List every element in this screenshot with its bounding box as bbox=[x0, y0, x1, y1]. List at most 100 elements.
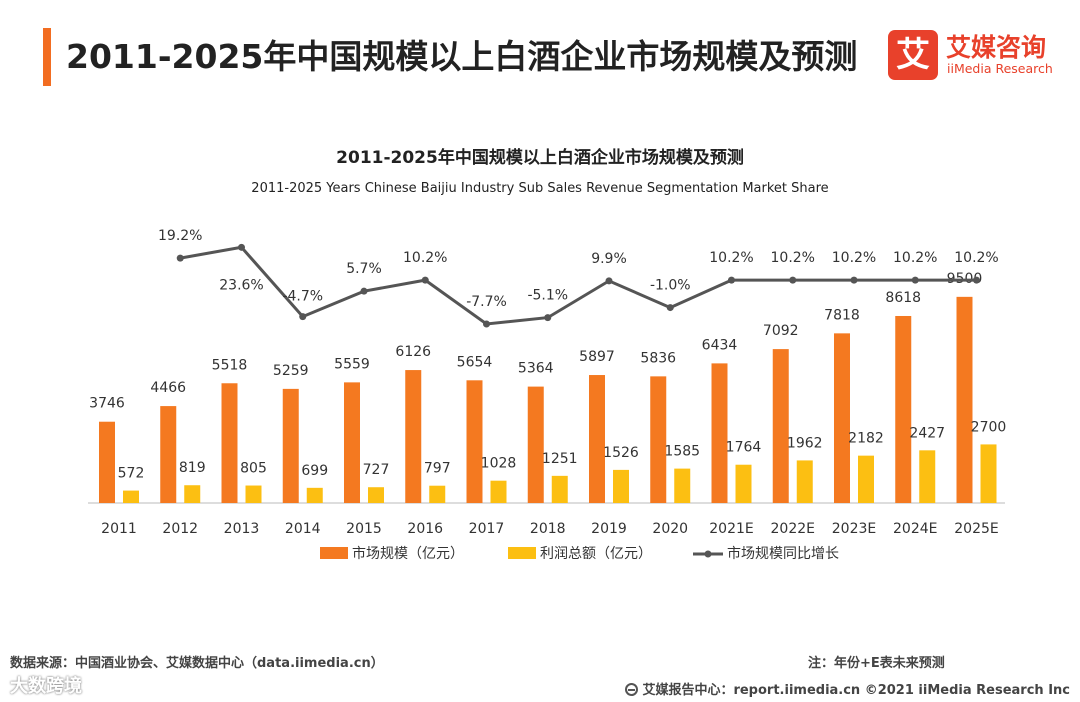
logo-mark: 艾 bbox=[888, 30, 938, 80]
growth-point bbox=[973, 276, 980, 284]
data-label-market-size: 6434 bbox=[702, 337, 738, 353]
x-tick-label: 2013 bbox=[224, 521, 260, 537]
iimedia-logo: 艾 艾媒咨询 iiMedia Research bbox=[888, 30, 1063, 82]
data-label-market-size: 7818 bbox=[824, 307, 860, 323]
legend-label-market-size: 市场规模（亿元） bbox=[352, 545, 464, 562]
chart-title: 2011-2025年中国规模以上白酒企业市场规模及预测 bbox=[336, 147, 744, 168]
bar-profit bbox=[919, 450, 936, 503]
data-label-profit: 1028 bbox=[481, 456, 517, 472]
growth-point bbox=[605, 277, 613, 285]
logo-text-en: iiMedia Research bbox=[947, 61, 1053, 76]
data-label-growth: 10.2% bbox=[403, 250, 447, 266]
data-label-profit: 1962 bbox=[787, 435, 823, 451]
bar-profit bbox=[490, 480, 507, 503]
data-label-market-size: 4466 bbox=[150, 380, 186, 396]
x-tick-label: 2022E bbox=[771, 521, 815, 537]
growth-point bbox=[544, 314, 552, 322]
data-label-growth: 10.2% bbox=[954, 250, 998, 266]
x-tick-label: 2020 bbox=[652, 521, 688, 537]
data-label-growth: -4.7% bbox=[282, 289, 323, 305]
title-accent-bar bbox=[43, 28, 51, 86]
bar-market-size bbox=[711, 363, 728, 503]
growth-point bbox=[299, 313, 307, 321]
data-label-market-size: 5518 bbox=[212, 357, 248, 373]
data-label-market-size: 5897 bbox=[579, 349, 615, 365]
chart-subtitle: 2011-2025 Years Chinese Baijiu Industry … bbox=[251, 181, 828, 196]
footer-copyright: 艾媒报告中心：report.iimedia.cn ©2021 iiMedia R… bbox=[625, 679, 1070, 698]
bar-market-size bbox=[772, 349, 789, 503]
data-source-note: 数据来源：中国酒业协会、艾媒数据中心（data.iimedia.cn） bbox=[10, 656, 384, 671]
growth-line bbox=[179, 245, 977, 326]
x-tick-label: 2019 bbox=[591, 521, 627, 537]
x-tick-label: 2021E bbox=[709, 521, 753, 537]
x-tick-label: 2012 bbox=[162, 521, 198, 537]
growth-point bbox=[238, 243, 245, 251]
legend-swatch-market-size bbox=[320, 547, 348, 559]
data-label-market-size: 3746 bbox=[89, 396, 125, 412]
data-label-growth: 10.2% bbox=[709, 250, 753, 266]
data-label-growth: -7.7% bbox=[466, 294, 507, 310]
growth-point bbox=[421, 276, 429, 284]
forecast-note: 注：年份+E表未来预测 bbox=[808, 656, 945, 671]
bar-profit bbox=[980, 444, 997, 503]
data-label-profit: 1526 bbox=[603, 445, 639, 461]
data-label-growth: 23.6% bbox=[219, 277, 263, 293]
data-label-market-size: 5259 bbox=[273, 363, 309, 379]
growth-point bbox=[360, 287, 368, 295]
x-tick-label: 2018 bbox=[530, 521, 566, 537]
data-label-growth: 10.2% bbox=[771, 250, 815, 266]
data-label-profit: 2182 bbox=[848, 431, 884, 447]
data-label-growth: 9.9% bbox=[591, 251, 627, 267]
bar-profit bbox=[429, 485, 446, 503]
x-tick-label: 2015 bbox=[346, 521, 382, 537]
data-label-profit: 1585 bbox=[664, 444, 700, 460]
watermark: 大数跨境 bbox=[10, 676, 82, 697]
growth-point bbox=[789, 276, 797, 284]
globe-icon bbox=[625, 683, 639, 696]
bar-market-size bbox=[99, 421, 115, 503]
bar-market-size bbox=[466, 380, 483, 503]
data-label-profit: 797 bbox=[424, 461, 451, 477]
data-label-market-size: 5559 bbox=[334, 356, 370, 372]
logo-text-cn: 艾媒咨询 bbox=[946, 33, 1047, 62]
data-label-growth: 19.2% bbox=[158, 228, 202, 244]
x-tick-label: 2024E bbox=[893, 521, 937, 537]
page-title: 2011-2025年中国规模以上白酒企业市场规模及预测 bbox=[66, 37, 858, 76]
legend-swatch-profit bbox=[508, 547, 536, 559]
bar-profit bbox=[306, 487, 323, 503]
bar-profit bbox=[184, 485, 201, 503]
legend-marker-growth bbox=[704, 550, 712, 558]
data-label-market-size: 5364 bbox=[518, 361, 554, 377]
growth-point bbox=[728, 276, 735, 284]
x-tick-label: 2023E bbox=[832, 521, 876, 537]
bar-market-size bbox=[527, 386, 544, 503]
bar-profit bbox=[123, 490, 139, 503]
data-label-growth: -1.0% bbox=[650, 278, 691, 294]
legend-label-profit: 利润总额（亿元） bbox=[540, 546, 652, 562]
data-label-profit: 572 bbox=[118, 466, 145, 482]
data-label-profit: 1764 bbox=[726, 440, 762, 456]
bar-profit bbox=[796, 460, 813, 503]
bar-profit bbox=[613, 469, 629, 503]
growth-point bbox=[911, 276, 919, 284]
legend-label-growth: 市场规模同比增长 bbox=[727, 545, 839, 562]
bar-market-size bbox=[160, 406, 177, 503]
growth-point bbox=[483, 320, 490, 328]
data-label-profit: 699 bbox=[301, 463, 328, 479]
bar-market-size bbox=[895, 315, 912, 503]
data-label-growth: 10.2% bbox=[893, 250, 937, 266]
bar-profit bbox=[735, 464, 752, 503]
data-label-profit: 2427 bbox=[909, 425, 945, 441]
footer-copyright-text: 艾媒报告中心：report.iimedia.cn ©2021 iiMedia R… bbox=[642, 683, 1070, 698]
x-tick-label: 2017 bbox=[469, 521, 505, 537]
x-tick-label: 2025E bbox=[954, 521, 998, 537]
data-label-profit: 805 bbox=[240, 461, 267, 477]
data-label-market-size: 6126 bbox=[395, 344, 431, 360]
bar-market-size bbox=[650, 376, 667, 503]
data-label-profit: 819 bbox=[179, 460, 206, 476]
bar-profit bbox=[245, 485, 262, 503]
bar-market-size bbox=[589, 375, 605, 503]
bar-market-size bbox=[834, 333, 850, 503]
bar-profit bbox=[674, 468, 691, 503]
data-label-market-size: 5836 bbox=[640, 350, 676, 366]
